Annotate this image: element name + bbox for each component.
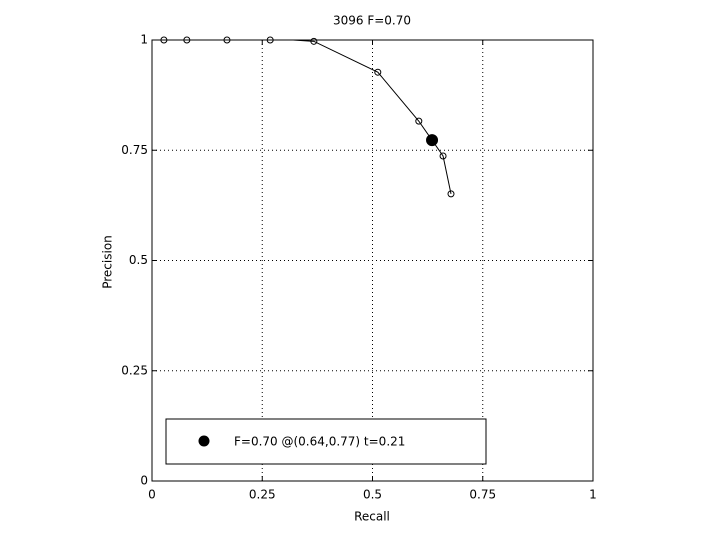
y-axis-label: Precision: [101, 235, 115, 289]
y-tick-label: 1: [140, 33, 148, 47]
x-tick-label: 0.5: [363, 488, 382, 502]
y-tick-label: 0.5: [129, 253, 148, 267]
point: [374, 68, 382, 76]
point: [439, 152, 447, 160]
legend-box: [165, 418, 487, 465]
point: [310, 37, 318, 45]
plot-frame: [151, 39, 594, 482]
x-tick-label: 0.25: [249, 488, 276, 502]
best-point: [426, 134, 439, 147]
x-tick-label: 0.75: [469, 488, 496, 502]
point: [266, 36, 274, 44]
x-axis-label: Recall: [354, 510, 390, 524]
point: [183, 36, 191, 44]
y-tick-label: 0.75: [121, 143, 148, 157]
point: [447, 190, 455, 198]
legend-label: F=0.70 @(0.64,0.77) t=0.21: [234, 435, 405, 449]
x-tick-label: 1: [589, 488, 597, 502]
chart-title: 3096 F=0.70: [333, 14, 411, 28]
point: [160, 36, 168, 44]
y-tick-label: 0.25: [121, 363, 148, 377]
y-tick-label: 0: [140, 474, 148, 488]
point: [415, 117, 423, 125]
point: [223, 36, 231, 44]
legend-marker: [198, 435, 210, 447]
x-tick-label: 0: [148, 488, 156, 502]
